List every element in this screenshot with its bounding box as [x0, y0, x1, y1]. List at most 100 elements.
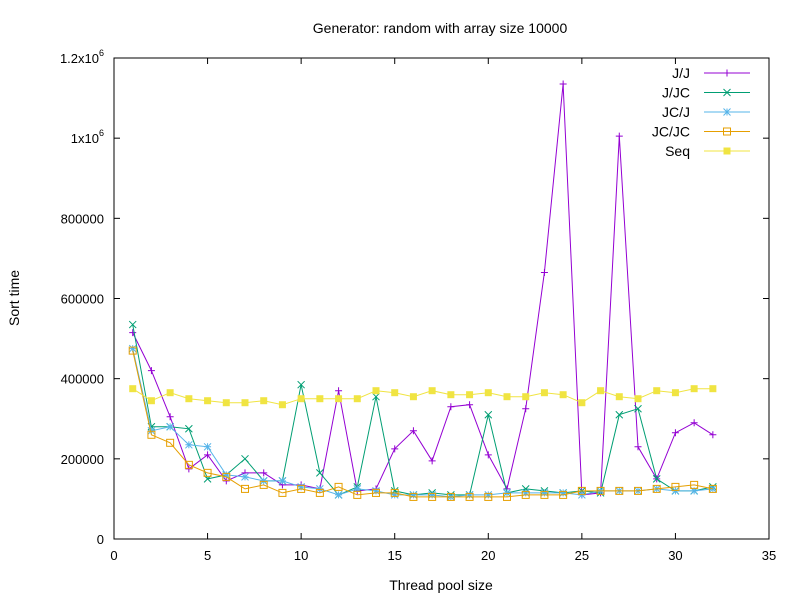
point-j-j	[204, 451, 212, 459]
point-seq	[409, 393, 417, 401]
point-jc-j	[203, 442, 212, 451]
point-j-j	[428, 457, 436, 465]
x-tick-label: 5	[204, 548, 211, 563]
point-jc-j	[372, 487, 380, 495]
point-jc-j	[259, 477, 268, 485]
legend-label-jc-jc: JC/JC	[652, 124, 690, 140]
series-line-seq	[132, 388, 713, 406]
point-j-j	[484, 451, 492, 459]
point-j-j	[222, 477, 230, 485]
legend-label-seq: Seq	[665, 143, 690, 159]
point-jc-j	[671, 487, 680, 495]
point-j-jc	[185, 424, 193, 433]
series-jc-jc	[128, 346, 717, 501]
point-j-j	[335, 387, 343, 395]
point-jc-jc	[671, 482, 680, 491]
point-jc-j	[465, 491, 474, 499]
y-tick-label: 1x106	[71, 128, 104, 146]
point-j-j	[522, 405, 530, 413]
point-seq	[634, 395, 642, 403]
point-seq	[671, 389, 679, 397]
point-j-j	[466, 401, 474, 409]
point-j-j	[709, 431, 717, 439]
point-j-jc	[128, 320, 137, 329]
point-jc-jc	[259, 480, 268, 489]
point-seq	[578, 399, 586, 407]
x-tick-label: 0	[110, 548, 117, 563]
point-seq	[690, 385, 698, 393]
point-jc-jc	[577, 486, 586, 495]
point-j-j	[690, 419, 698, 427]
point-jc-jc	[203, 468, 212, 477]
y-tick-label: 400000	[61, 372, 104, 387]
point-jc-j	[390, 491, 399, 499]
legend-marker-j-j	[723, 69, 731, 77]
legend-label-j-j: J/J	[672, 65, 690, 81]
legend-marker-jc-jc	[723, 127, 731, 136]
point-seq	[166, 389, 174, 397]
point-j-j	[540, 268, 548, 276]
point-seq	[466, 391, 474, 399]
point-jc-jc	[521, 490, 530, 499]
point-jc-j	[578, 491, 586, 499]
point-jc-jc	[297, 484, 306, 493]
point-jc-jc	[147, 430, 156, 439]
point-j-jc	[484, 410, 493, 419]
point-j-jc	[615, 410, 624, 419]
x-axis-label: Thread pool size	[389, 577, 493, 593]
legend-marker-j-jc	[723, 88, 731, 97]
x-tick-label: 20	[481, 548, 495, 563]
point-jc-j	[503, 489, 511, 497]
point-jc-jc	[690, 480, 699, 489]
point-jc-jc	[166, 438, 175, 447]
point-jc-jc	[222, 472, 231, 481]
x-tick-label: 25	[575, 548, 589, 563]
point-seq	[503, 393, 511, 401]
point-seq	[615, 393, 623, 401]
y-tick-label: 800000	[61, 211, 104, 226]
chart-title: Generator: random with array size 10000	[313, 20, 568, 36]
point-j-jc	[652, 475, 661, 483]
point-j-j	[260, 469, 268, 477]
point-j-jc	[297, 380, 305, 389]
point-jc-jc	[652, 484, 661, 493]
point-jc-j	[409, 491, 418, 499]
x-tick-label: 30	[668, 548, 682, 563]
point-jc-jc	[540, 490, 549, 499]
point-seq	[260, 397, 268, 405]
point-j-j	[559, 80, 567, 88]
series-seq	[129, 385, 717, 409]
point-jc-j	[690, 487, 698, 495]
legend-label-j-jc: J/JC	[662, 85, 690, 101]
legend-marker-seq	[723, 147, 731, 155]
point-jc-j	[540, 489, 549, 497]
point-jc-jc	[353, 490, 362, 499]
series-layer	[128, 80, 717, 501]
point-jc-j	[484, 491, 493, 499]
point-j-jc	[634, 404, 642, 413]
y-tick-label: 200000	[61, 452, 104, 467]
point-seq	[278, 401, 286, 409]
point-seq	[129, 385, 137, 393]
point-jc-j	[222, 471, 231, 479]
point-j-j	[447, 403, 455, 411]
y-axis-label: Sort time	[6, 270, 22, 326]
point-jc-j	[428, 491, 436, 499]
point-jc-jc	[465, 492, 474, 501]
axis-ticks: 0 5 10 15 20 25 30 35 0 200000 400000 600000 800000 1…	[60, 48, 776, 563]
point-j-j	[147, 367, 155, 375]
point-seq	[653, 387, 661, 395]
point-jc-jc	[615, 486, 624, 495]
point-jc-j	[278, 477, 287, 485]
y-tick-label: 600000	[61, 292, 104, 307]
point-seq	[185, 395, 193, 403]
point-seq	[204, 397, 212, 405]
series-line-jc-jc	[132, 350, 714, 498]
point-jc-j	[147, 426, 156, 435]
point-j-j	[671, 429, 679, 437]
point-j-j	[391, 445, 399, 453]
point-j-j	[409, 427, 417, 435]
point-jc-j	[241, 473, 249, 481]
point-jc-jc	[559, 490, 568, 499]
